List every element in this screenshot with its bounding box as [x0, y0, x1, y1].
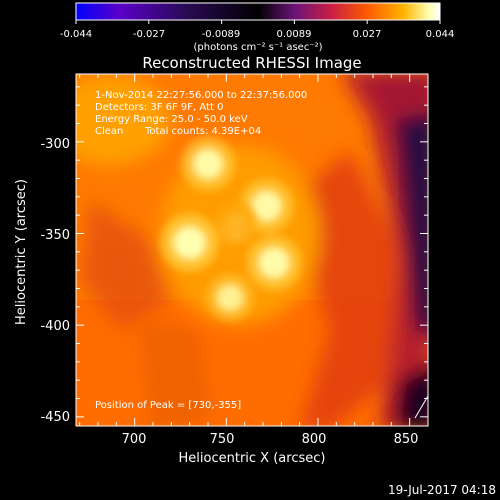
annotation-peak-position: Position of Peak = [730,-355]	[95, 400, 241, 411]
source-core	[192, 148, 224, 179]
y-axis-label: Heliocentric Y (arcsec)	[14, 179, 29, 325]
annotation-detectors: Detectors: 3F 6F 9F, Att 0	[95, 102, 223, 113]
corner-mark	[414, 395, 429, 419]
x-axis-label: Heliocentric X (arcsec)	[179, 451, 326, 466]
annotation-time-range: 1-Nov-2014 22:27:56.000 to 22:37:56.000	[95, 90, 307, 101]
y-tick-label: -400	[40, 319, 70, 334]
ring-core	[216, 202, 256, 238]
source-core	[216, 284, 244, 311]
red-band-left	[80, 200, 170, 330]
x-tick-label: 700	[122, 432, 147, 447]
axis-ticks	[76, 74, 429, 426]
plot-frame	[75, 73, 429, 427]
source-core	[258, 247, 290, 279]
colorbar-ticks	[75, 20, 441, 24]
chart-title: Reconstructed RHESSI Image	[142, 54, 361, 72]
heatmap-image	[76, 74, 428, 426]
glow-top-left	[76, 75, 170, 165]
y-tick-label: -450	[40, 410, 70, 425]
red-band-bottom	[140, 320, 210, 426]
y-tick-label: -300	[40, 137, 70, 152]
annotation-clean: Clean	[95, 126, 123, 137]
annotation-total-counts: Total counts: 4.39E+04	[144, 126, 261, 137]
colorbar-tick-label: -0.044	[60, 29, 92, 40]
colorbar-tick-label: 0.027	[353, 29, 382, 40]
colorbar-tick-label: 0.044	[426, 29, 455, 40]
dark-corner-bottom-right	[395, 366, 428, 426]
y-tick-label: -350	[40, 228, 70, 243]
colorbar-gradient	[75, 2, 441, 21]
colorbar-tick-label: -0.027	[133, 29, 165, 40]
colorbar-unit-label: (photons cm⁻² s⁻¹ asec⁻²)	[193, 42, 322, 53]
footer-date: 19-Jul-2017 04:18	[388, 483, 496, 497]
x-tick-label: 750	[210, 432, 235, 447]
source-core	[173, 226, 206, 259]
source-core	[251, 190, 282, 222]
annotation-energy: Energy Range: 25.0 - 50.0 keV	[95, 114, 248, 125]
x-tick-label: 850	[394, 432, 419, 447]
colorbar: -0.044 -0.027 -0.0089 0.0089 0.027 0.044…	[60, 2, 455, 53]
colorbar-tick-label: 0.0089	[277, 29, 312, 40]
x-tick-label: 800	[302, 432, 327, 447]
dark-band-right-inner	[395, 112, 428, 336]
colorbar-tick-label: -0.0089	[202, 29, 241, 40]
